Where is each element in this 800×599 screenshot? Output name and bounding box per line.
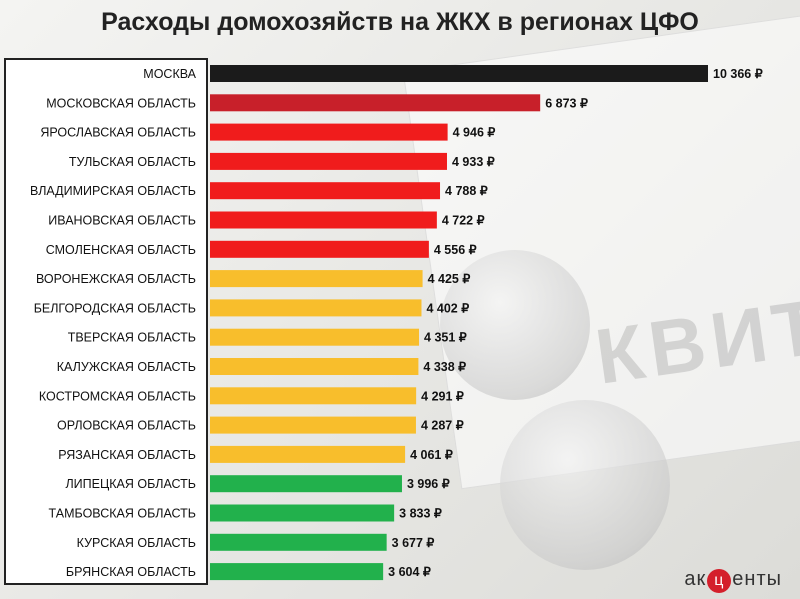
bar-value-label: 6 873 ₽ (545, 96, 589, 110)
category-label: ОРЛОВСКАЯ ОБЛАСТЬ (57, 419, 196, 433)
bar (210, 152, 447, 170)
bar (210, 504, 395, 522)
bar-value-label: 4 287 ₽ (421, 419, 465, 433)
category-label: ИВАНОВСКАЯ ОБЛАСТЬ (48, 214, 196, 228)
bar-value-label: 4 722 ₽ (442, 214, 486, 228)
bar-value-label: 4 338 ₽ (423, 360, 467, 374)
bar (210, 65, 708, 82)
bar (210, 328, 420, 346)
bar-value-label: 4 351 ₽ (424, 331, 468, 345)
bar (210, 94, 541, 112)
bar-value-label: 3 677 ₽ (392, 536, 436, 550)
bar (210, 475, 402, 493)
category-label: МОСКВА (143, 67, 196, 81)
bar (210, 123, 448, 141)
bar-value-label: 4 788 ₽ (445, 184, 489, 198)
brand-logo-post: енты (732, 568, 782, 590)
category-label-panel (4, 58, 208, 585)
bar (210, 182, 441, 200)
category-label: КУРСКАЯ ОБЛАСТЬ (77, 536, 196, 550)
category-label: КОСТРОМСКАЯ ОБЛАСТЬ (39, 389, 196, 403)
category-label: МОСКОВСКАЯ ОБЛАСТЬ (46, 96, 196, 110)
bar-value-label: 10 366 ₽ (713, 67, 764, 81)
bar-value-label: 4 933 ₽ (452, 155, 496, 169)
category-label: СМОЛЕНСКАЯ ОБЛАСТЬ (46, 243, 196, 257)
bar (210, 240, 429, 258)
bar-value-label: 4 291 ₽ (421, 389, 465, 403)
bar (210, 270, 423, 288)
bar-value-label: 3 996 ₽ (407, 477, 451, 491)
category-label: ВОРОНЕЖСКАЯ ОБЛАСТЬ (36, 272, 196, 286)
bar-value-label: 4 556 ₽ (434, 243, 478, 257)
category-label: БЕЛГОРОДСКАЯ ОБЛАСТЬ (34, 301, 196, 315)
category-label: ТУЛЬСКАЯ ОБЛАСТЬ (69, 155, 196, 169)
bar (210, 416, 416, 434)
bar (210, 387, 417, 405)
bar (210, 533, 387, 551)
bar-value-label: 4 061 ₽ (410, 448, 454, 462)
bar (210, 299, 422, 317)
category-label: ТАМБОВСКАЯ ОБЛАСТЬ (49, 507, 196, 521)
bar (210, 358, 419, 375)
bar-value-label: 3 833 ₽ (399, 507, 443, 521)
bar-value-label: 3 604 ₽ (388, 565, 432, 579)
bar (210, 563, 384, 581)
brand-logo: ак ц енты (684, 568, 782, 593)
category-label: БРЯНСКАЯ ОБЛАСТЬ (66, 565, 196, 579)
brand-logo-mark: ц (707, 569, 732, 593)
bar (210, 211, 437, 229)
category-label: РЯЗАНСКАЯ ОБЛАСТЬ (58, 448, 196, 462)
chart-title: Расходы домохозяйств на ЖКХ в регионах Ц… (101, 8, 699, 36)
category-label: ЯРОСЛАВСКАЯ ОБЛАСТЬ (40, 126, 196, 140)
bar (210, 445, 406, 463)
category-label: ВЛАДИМИРСКАЯ ОБЛАСТЬ (30, 184, 196, 198)
background-coin (440, 250, 590, 400)
brand-logo-pre: ак (684, 568, 707, 590)
background-coin (500, 400, 670, 570)
bar-value-label: 4 425 ₽ (428, 272, 472, 286)
bar-value-label: 4 402 ₽ (426, 301, 470, 315)
category-label: ТВЕРСКАЯ ОБЛАСТЬ (68, 331, 196, 345)
category-label: ЛИПЕЦКАЯ ОБЛАСТЬ (65, 477, 196, 491)
bar-value-label: 4 946 ₽ (453, 126, 497, 140)
category-label: КАЛУЖСКАЯ ОБЛАСТЬ (57, 360, 196, 374)
